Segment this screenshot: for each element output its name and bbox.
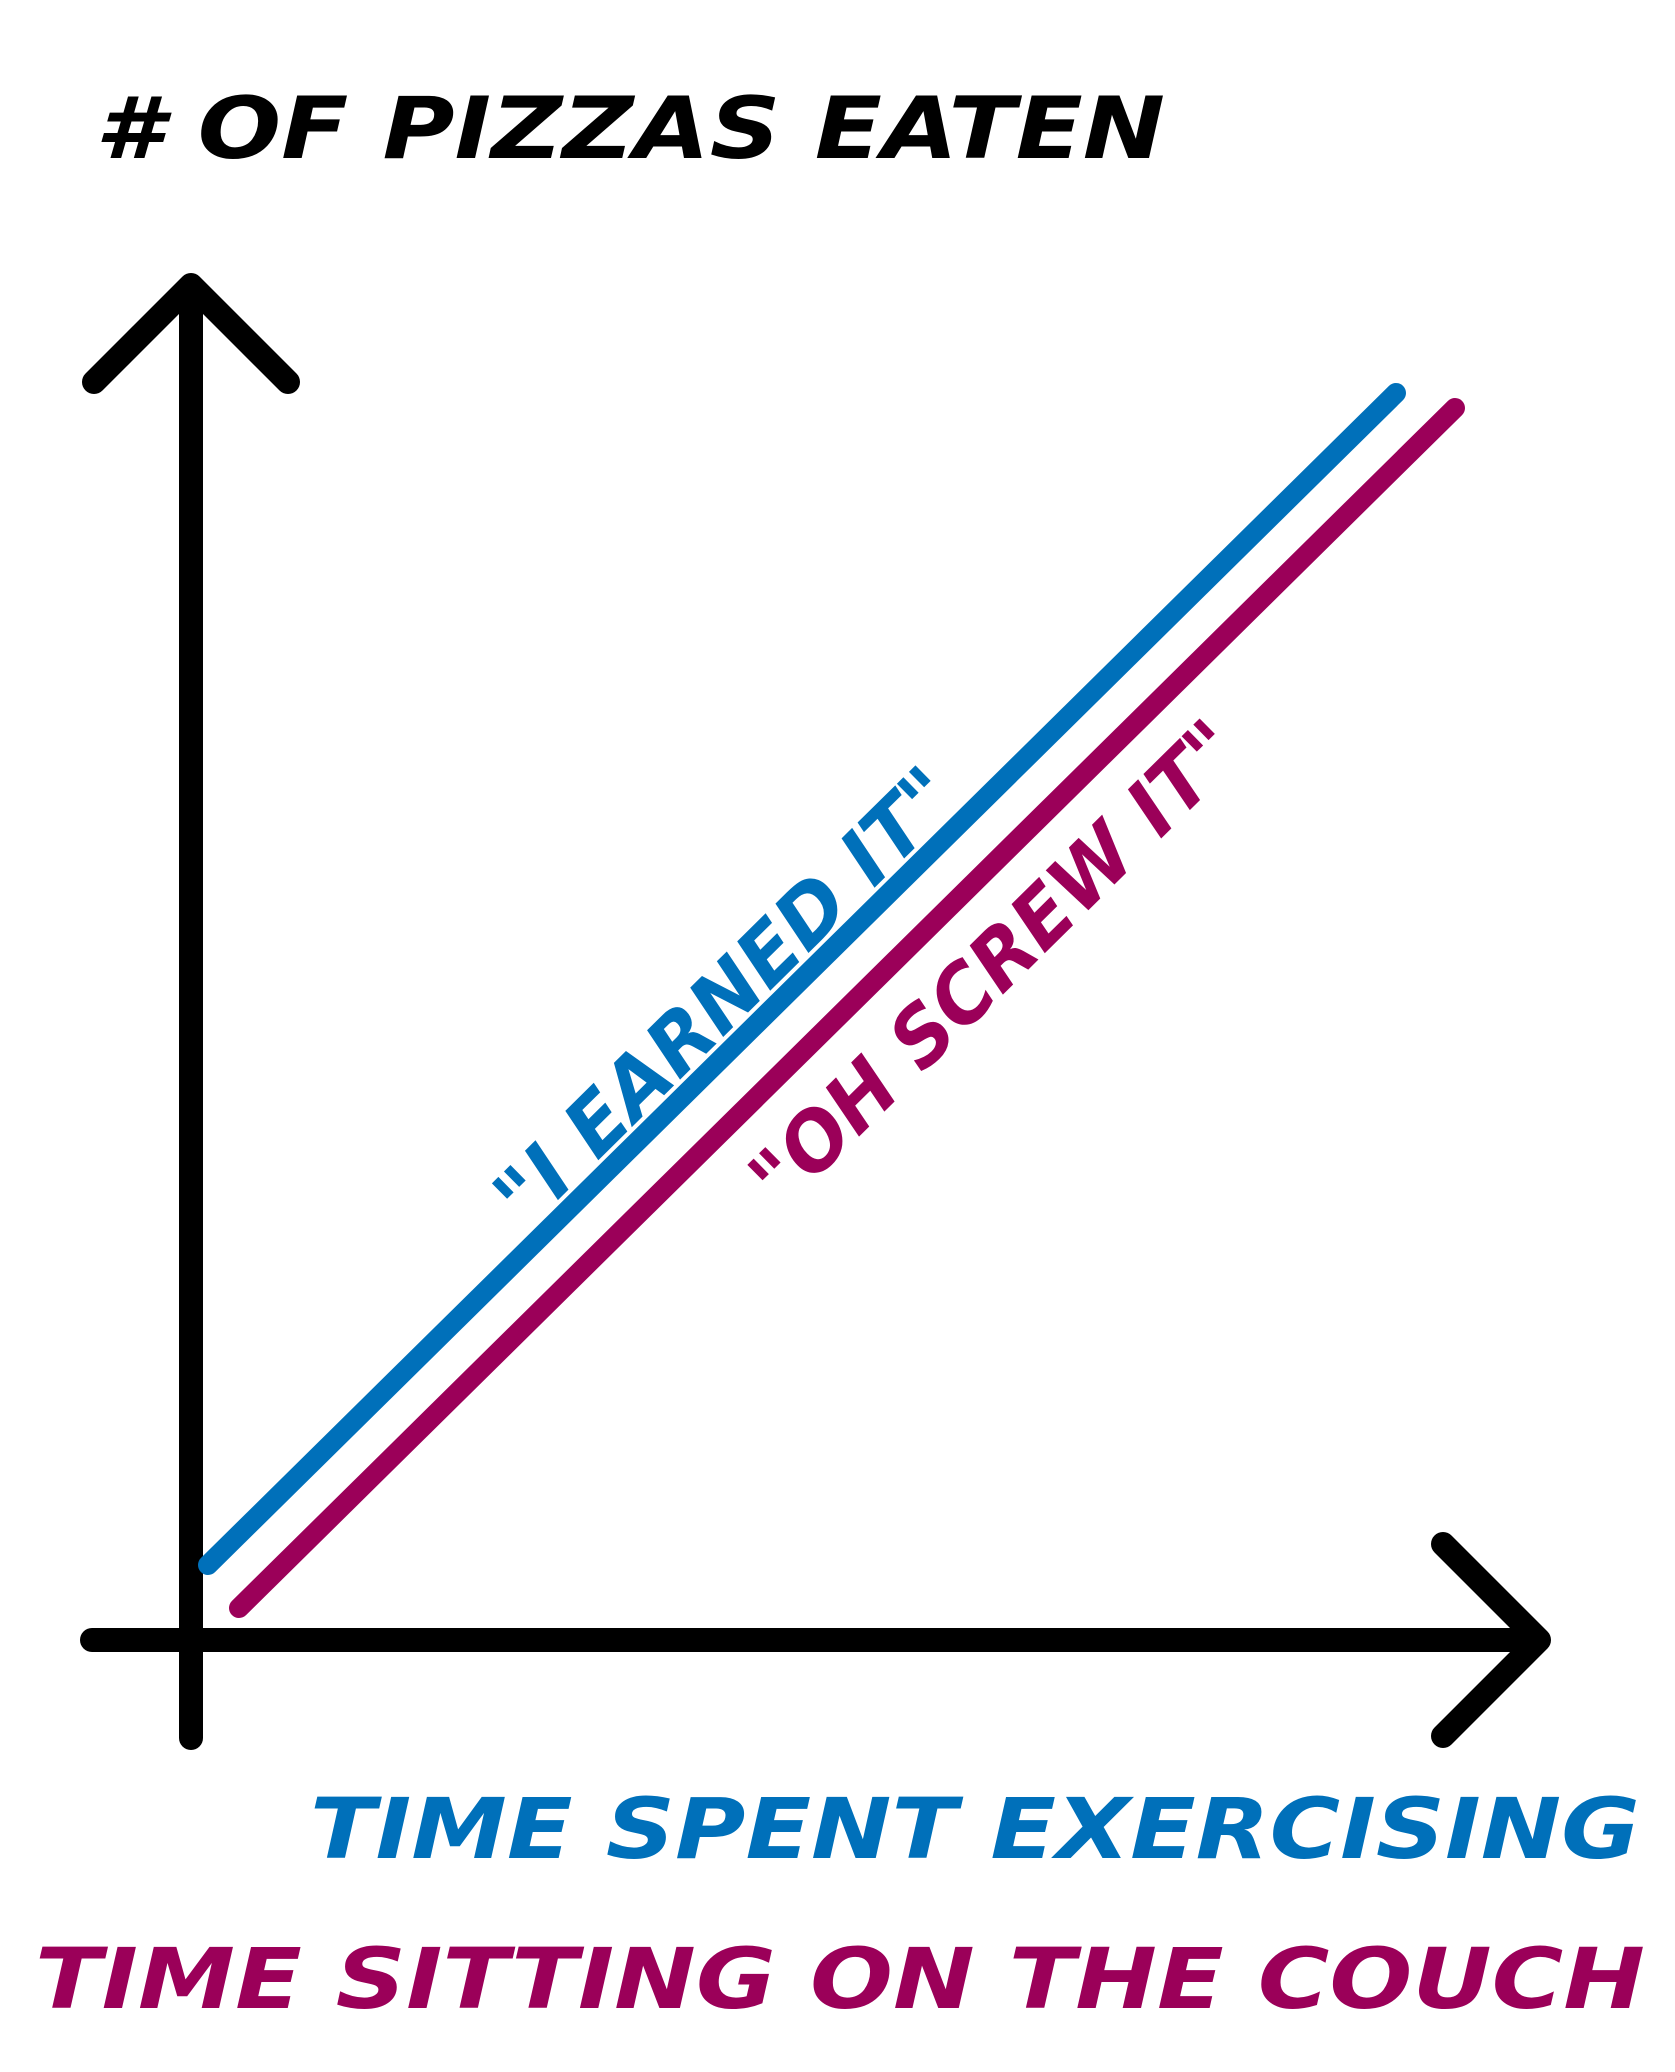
x-axis-label-couch: TIME SITTING ON THE COUCH [35, 1930, 1645, 2028]
axes [80, 273, 1551, 1750]
x-axis-arrowhead [1431, 1532, 1551, 1748]
series-group: "I EARNED IT""OH SCREW IT" [198, 383, 1465, 1618]
series-line-2 [229, 398, 1465, 1618]
y-axis-arrowhead [82, 273, 300, 394]
series-line-1 [198, 383, 1406, 1575]
y-axis-label: # OF PIZZAS EATEN [95, 79, 1165, 179]
x-axis-label-exercising: TIME SPENT EXERCISING [310, 1780, 1640, 1878]
